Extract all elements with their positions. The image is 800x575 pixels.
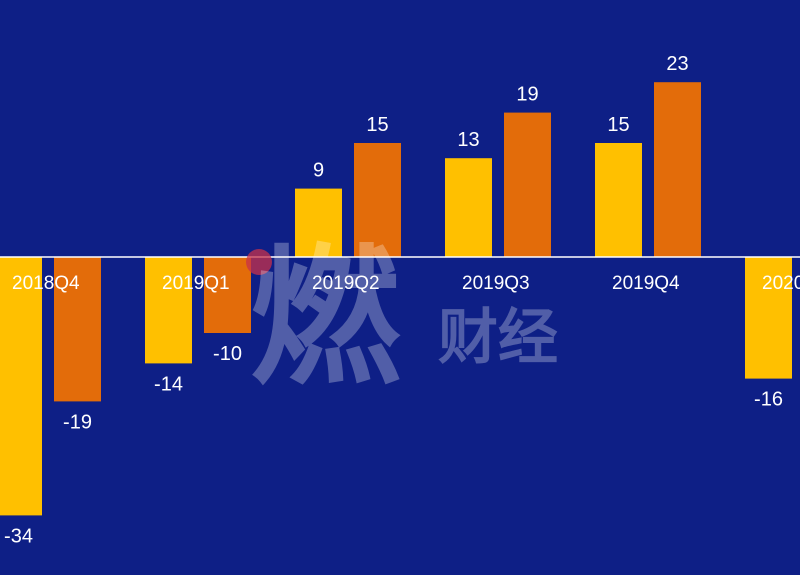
labels-group: -34 -19 -14 -10 9 15 13 19 15 23 -16 xyxy=(4,53,783,547)
bar-2019q1-series-2 xyxy=(204,257,251,333)
value-label-2019q1-series-2: -10 xyxy=(213,343,242,365)
bar-2019q2-series-1 xyxy=(295,188,342,257)
bar-2018q4-series-1 xyxy=(0,257,42,516)
watermark: 燃 财经 xyxy=(246,232,558,406)
bar-2019q3-series-1 xyxy=(445,158,492,257)
bar-2019q3-series-2 xyxy=(504,112,551,257)
category-label-2019q3: 2019Q3 xyxy=(462,273,530,294)
bar-2019q1-series-1 xyxy=(145,257,192,364)
value-label-2018q4-series-1: -34 xyxy=(4,525,33,547)
value-label-2019q1-series-1: -14 xyxy=(154,373,183,395)
watermark-logo-text: 财经 xyxy=(438,303,558,373)
category-label-2018q4: 2018Q4 xyxy=(12,273,80,294)
bar-2019q4-series-2 xyxy=(654,82,701,257)
value-label-2019q4-series-2: 23 xyxy=(666,53,688,75)
value-label-2018q4-series-2: -19 xyxy=(63,411,92,433)
value-label-2019q2-series-1: 9 xyxy=(313,160,324,182)
bar-2019q4-series-1 xyxy=(595,143,642,257)
ticks-group: 2018Q4 2019Q1 2019Q2 2019Q3 2019Q4 2020Q1 xyxy=(12,273,800,294)
category-label-2019q4: 2019Q4 xyxy=(612,273,680,294)
watermark-dot xyxy=(246,249,272,275)
value-label-2019q3-series-1: 13 xyxy=(457,129,479,151)
bar-2020q1-series-1 xyxy=(745,257,792,379)
category-label-2019q1: 2019Q1 xyxy=(162,273,230,294)
bars-group xyxy=(0,82,792,516)
value-label-2020q1-series-1: -16 xyxy=(754,389,783,411)
category-label-2019q2: 2019Q2 xyxy=(312,273,380,294)
value-label-2019q2-series-2: 15 xyxy=(366,114,388,136)
value-label-2019q3-series-2: 19 xyxy=(516,84,538,106)
value-label-2019q4-series-1: 15 xyxy=(607,114,629,136)
category-label-2020q1: 2020Q1 xyxy=(762,273,800,294)
bar-2019q2-series-2 xyxy=(354,143,401,257)
watermark-logo-glyph: 燃 xyxy=(250,232,401,406)
bar-2018q4-series-2 xyxy=(54,257,101,402)
